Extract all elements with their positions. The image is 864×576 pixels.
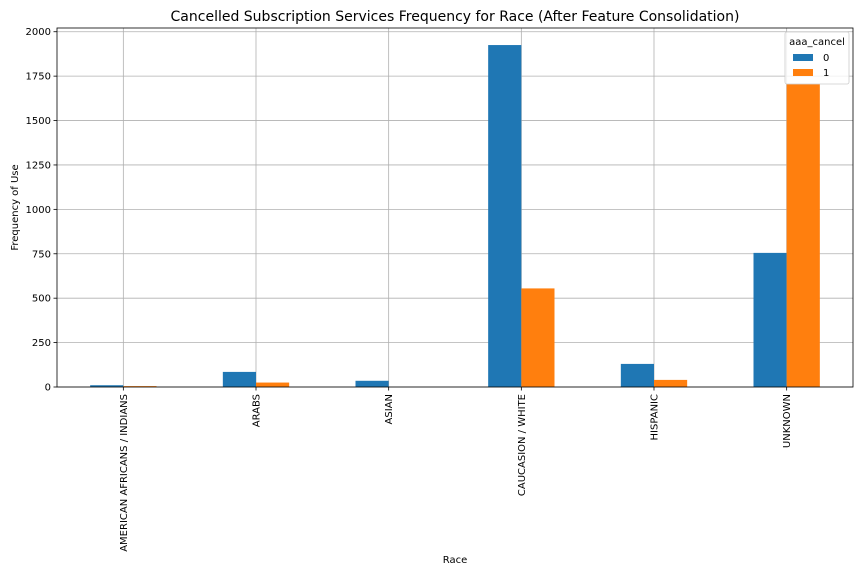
- y-tick-label: 750: [32, 249, 51, 260]
- bar-series-1-5: [654, 379, 688, 387]
- x-tick-label: ASIAN: [384, 394, 395, 424]
- x-axis-label: Race: [443, 555, 468, 566]
- y-tick-label: 1750: [26, 72, 51, 83]
- bar-series-1-6: [786, 84, 820, 388]
- bar-series-0-1: [90, 385, 124, 387]
- bars: [90, 45, 820, 388]
- y-axis-label: Frequency of Use: [10, 164, 21, 250]
- bar-series-0-4: [488, 45, 522, 387]
- x-tick-label: ARABS: [252, 394, 263, 427]
- y-tick-label: 2000: [26, 27, 51, 38]
- y-tick-label: 0: [45, 383, 51, 394]
- y-tick-label: 250: [32, 338, 51, 349]
- x-tick-label: UNKNOWN: [782, 394, 793, 448]
- legend-swatch-0: [793, 54, 813, 61]
- bar-series-1-4: [521, 288, 555, 387]
- y-axis-ticks: 0 250 500 750 1000 1250 1500 1750 2000: [26, 27, 57, 394]
- bar-series-0-6: [753, 252, 787, 387]
- bar-series-1-1: [123, 386, 157, 387]
- y-tick-label: 1500: [26, 116, 51, 127]
- legend-items: 01: [793, 53, 829, 79]
- bar-series-0-5: [620, 363, 654, 387]
- y-tick-label: 1000: [26, 205, 51, 216]
- legend: aaa_cancel 01: [784, 31, 850, 85]
- x-tick-label: AMERICAN AFRICANS / INDIANS: [119, 394, 130, 552]
- legend-label-0: 0: [823, 53, 829, 64]
- bar-series-1-2: [256, 382, 290, 387]
- x-axis-ticks: AMERICAN AFRICANS / INDIANS ARABS ASIAN CAU…: [119, 387, 793, 552]
- bar-series-0-3: [355, 380, 389, 387]
- y-tick-label: 500: [32, 294, 51, 305]
- legend-title: aaa_cancel: [789, 37, 845, 48]
- x-tick-label: HISPANIC: [650, 394, 661, 440]
- x-tick-label: CAUCASION / WHITE: [517, 394, 528, 496]
- legend-label-1: 1: [823, 68, 829, 79]
- chart-title: Cancelled Subscription Services Frequenc…: [171, 9, 740, 25]
- bar-series-0-2: [222, 371, 256, 387]
- legend-swatch-1: [793, 69, 813, 76]
- y-tick-label: 1250: [26, 160, 51, 171]
- plot-frame: [56, 27, 854, 388]
